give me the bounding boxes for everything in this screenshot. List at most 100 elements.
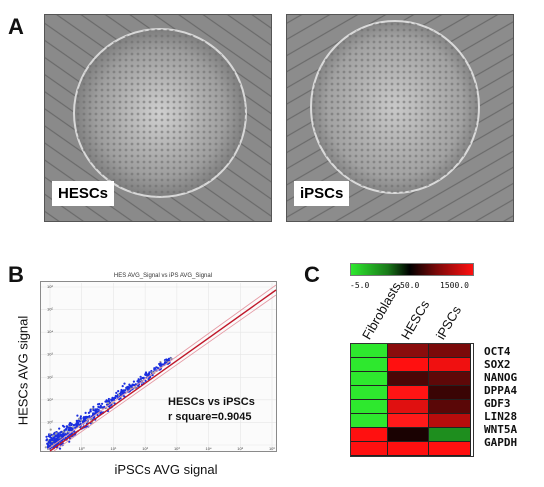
scatter-xlabel: iPSCs AVG signal [114, 462, 218, 477]
scatter-point [92, 409, 95, 412]
scatter-point [156, 366, 159, 369]
scatter-point [148, 376, 151, 379]
scatter-point [82, 419, 85, 422]
regression-line [49, 289, 277, 452]
scatter-point [146, 373, 149, 376]
scatter-point [130, 385, 133, 388]
scatter-point [84, 411, 87, 414]
scatter-point [76, 414, 79, 417]
scatter-point [89, 410, 92, 413]
scatter-point [113, 396, 116, 399]
heatmap-cell [351, 414, 388, 428]
panel-letter-b: B [8, 262, 24, 287]
y-tick-label: 10² [47, 374, 53, 379]
lower-bound-line [53, 294, 277, 452]
scatter-point [77, 417, 81, 420]
gene-label: SOX2 [484, 358, 511, 371]
panel-letter-a: A [8, 14, 24, 39]
scatter-point [61, 430, 65, 433]
heatmap-cell [388, 358, 429, 372]
scatter-point [66, 425, 69, 428]
scatter-point [70, 424, 73, 427]
scatter-point [76, 419, 79, 422]
column-label-ipscs: iPSCs [433, 303, 465, 342]
y-tick-label: 10¹ [47, 397, 53, 402]
heatmap-cell [388, 386, 429, 400]
scatter-point [137, 384, 140, 387]
micrograph-label-ipscs: iPSCs [294, 181, 350, 206]
scatter-point [148, 371, 151, 374]
heatmap-cell [429, 344, 471, 358]
gene-label: OCT4 [484, 345, 511, 358]
scatter-ylabel: HESCs AVG signal [15, 315, 31, 426]
scatter-point [139, 375, 142, 378]
scatter-point [56, 436, 59, 440]
scatter-point [49, 428, 52, 431]
heatmap-cell [429, 400, 471, 414]
scatter-point [142, 376, 145, 379]
heatmap-cell [388, 442, 429, 456]
heatmap-cell [351, 386, 388, 400]
scatter-point [49, 436, 52, 439]
scatter-point [58, 427, 61, 430]
scatter-point [128, 383, 131, 386]
scatter-point [92, 405, 95, 408]
annotation-comparison: HESCs vs iPSCs [168, 396, 255, 408]
heatmap-cell [351, 400, 388, 414]
heatmap-cell [388, 372, 429, 386]
scatter-point [167, 357, 170, 360]
scale-label-mid: 50.0 [400, 281, 420, 290]
scatter-point [49, 434, 52, 437]
upper-bound-line [47, 284, 277, 450]
scatter-point [57, 432, 60, 435]
scatter-point [77, 422, 80, 425]
gene-list: OCT4 SOX2 NANOG DPPA4 GDF3 LIN28 WNT5A G… [484, 345, 517, 449]
scatter-point [123, 382, 126, 385]
scatter-plot: 10⁻10⁻10⁰10⁰10¹10¹10²10²10³10³10⁴10⁴10⁵1… [40, 281, 277, 452]
scatter-point [68, 426, 72, 429]
x-tick-label: 10⁰ [79, 446, 85, 451]
heatmap-cell [351, 428, 388, 442]
x-tick-label: 10¹ [111, 446, 117, 451]
hescs-colony-image [45, 15, 271, 221]
y-tick-label: 10⁰ [47, 419, 53, 424]
scatter-point [120, 388, 123, 392]
heatmap-cell [429, 414, 471, 428]
scatter-point [125, 386, 128, 389]
scatter-point [117, 390, 120, 393]
heatmap-cell [429, 358, 471, 372]
scatter-point [117, 393, 121, 396]
scatter-point [78, 420, 82, 423]
scatter-point [71, 427, 74, 430]
scale-label-max: 1500.0 [440, 281, 469, 290]
scatter-point [107, 397, 110, 401]
scatter-point [96, 414, 99, 417]
y-tick-label: 10⁴ [47, 329, 53, 334]
scatter-point [121, 385, 124, 388]
panel-letter-c: C [304, 262, 320, 287]
scatter-point [60, 430, 63, 433]
heatmap-cell [388, 400, 429, 414]
heatmap-cell [351, 372, 388, 386]
x-tick-label: 10⁶ [269, 446, 275, 451]
scatter-point [101, 406, 104, 409]
gene-label: GDF3 [484, 397, 511, 410]
heatmap-cell [388, 414, 429, 428]
scatter-annotation: HESCs vs iPSCs r square=0.9045 [168, 395, 255, 425]
scatter-point [99, 406, 102, 409]
scatter-point [84, 415, 87, 419]
scatter-point [114, 394, 117, 397]
scatter-point [44, 446, 47, 449]
heatmap-cell [351, 358, 388, 372]
ipscs-colony-image [287, 15, 513, 221]
scatter-point [53, 440, 56, 443]
x-tick-label: 10⁴ [205, 446, 211, 451]
scatter-point [153, 368, 156, 371]
x-tick-label: 10² [142, 446, 148, 451]
scatter-point [139, 378, 142, 381]
color-scale-bar [350, 263, 474, 276]
scatter-title: HES AVG_Signal vs iPS AVG_Signal [113, 273, 213, 279]
scatter-point [151, 371, 154, 374]
scatter-point [136, 380, 139, 383]
scatter-point [103, 405, 106, 408]
